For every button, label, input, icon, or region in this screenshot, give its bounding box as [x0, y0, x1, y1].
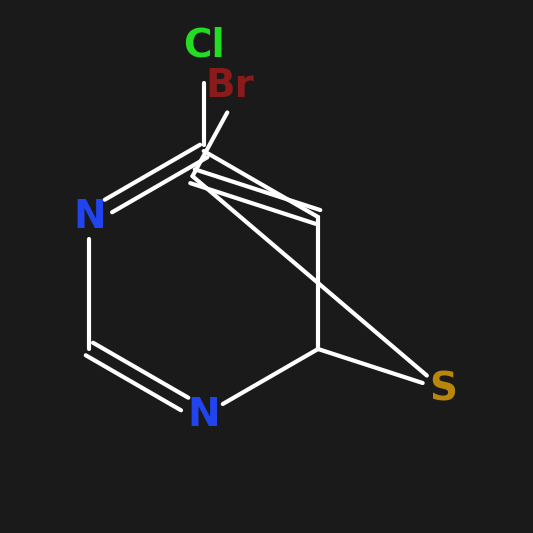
Text: N: N: [188, 396, 220, 434]
Text: S: S: [430, 371, 458, 409]
Text: N: N: [73, 198, 106, 236]
Text: Cl: Cl: [183, 26, 224, 64]
Text: Br: Br: [205, 67, 254, 105]
